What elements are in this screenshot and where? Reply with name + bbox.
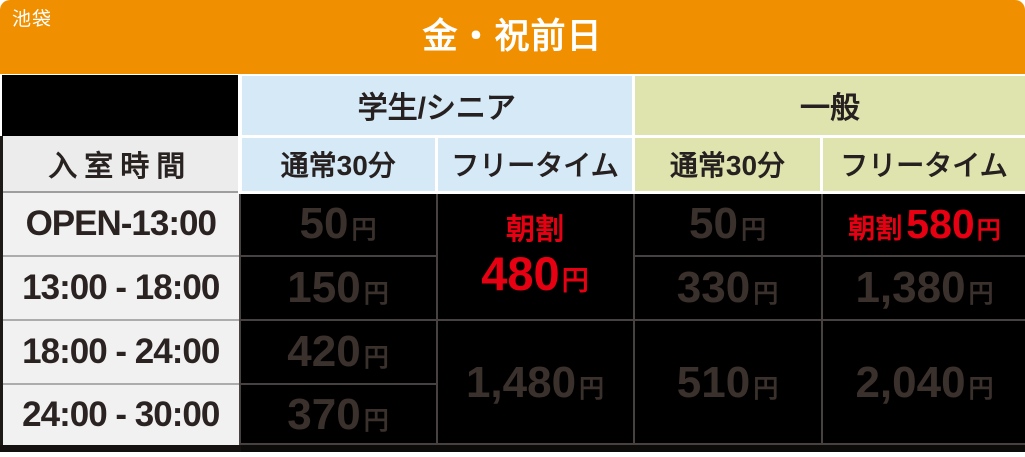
title-bar: 池袋 金・祝前日 [0, 0, 1025, 74]
table-row-13-18: 13:00 - 18:00 150 円 330 円 1,380 円 [0, 255, 1025, 320]
price-general-freetime-morning: 朝割580円 [820, 191, 1025, 256]
table-row-open-13: OPEN-13:00 50 円 朝割 480円 50 円 朝割580円 [0, 191, 1025, 320]
price-general-regular-r1: 50 円 [632, 191, 822, 256]
time-slot-2: 13:00 - 18:00 [0, 255, 240, 320]
header-student-regular: 通常30分 [238, 134, 438, 194]
time-slot-1: OPEN-13:00 [0, 191, 240, 256]
price-general-freetime-r3-4: 2,040 円 [820, 319, 1025, 452]
table-row-24-30: 24:00 - 30:00 370 円 [0, 383, 1025, 452]
group-header-student: 学生/シニア [238, 74, 635, 138]
price-student-regular-r4: 370 円 [238, 383, 437, 452]
column-header-row: 入室時間 通常30分 フリータイム 通常30分 フリータイム [0, 134, 1025, 194]
price-general-regular-r2: 330 円 [632, 255, 822, 320]
header-student-freetime: フリータイム [435, 134, 635, 194]
location-label: 池袋 [12, 9, 53, 30]
price-general-freetime-r2: 1,380 円 [820, 255, 1025, 320]
header-general-regular: 通常30分 [632, 134, 823, 194]
table-row-18-24: 18:00 - 24:00 420 円 1,480 円 510 円 2,040 円 [0, 319, 1025, 452]
entry-time-header: 入室時間 [0, 136, 242, 193]
morning-discount-label: 朝割 [505, 213, 564, 246]
price-student-regular-r1: 50 円 [238, 191, 437, 256]
price-student-regular-r3: 420 円 [238, 319, 437, 384]
page-title: 金・祝前日 [422, 17, 603, 56]
price-student-freetime-morning: 朝割 480円 [435, 191, 634, 320]
price-student-regular-r2: 150 円 [238, 255, 437, 320]
header-general-freetime: フリータイム [820, 134, 1025, 194]
group-header-row: 学生/シニア 一般 [1, 74, 1025, 138]
price-table: 学生/シニア 一般 入室時間 通常30分 フリータイム 通常30分 フリータイム… [0, 74, 1025, 452]
price-general-regular-r3-4: 510 円 [632, 319, 822, 452]
corner-cell [1, 75, 242, 136]
group-header-general: 一般 [632, 74, 1025, 138]
time-slot-4: 24:00 - 30:00 [0, 383, 240, 452]
time-slot-3: 18:00 - 24:00 [0, 319, 240, 384]
price-student-freetime-night: 1,480 円 [435, 319, 634, 452]
morning-discount-label: 朝割 [848, 213, 903, 244]
